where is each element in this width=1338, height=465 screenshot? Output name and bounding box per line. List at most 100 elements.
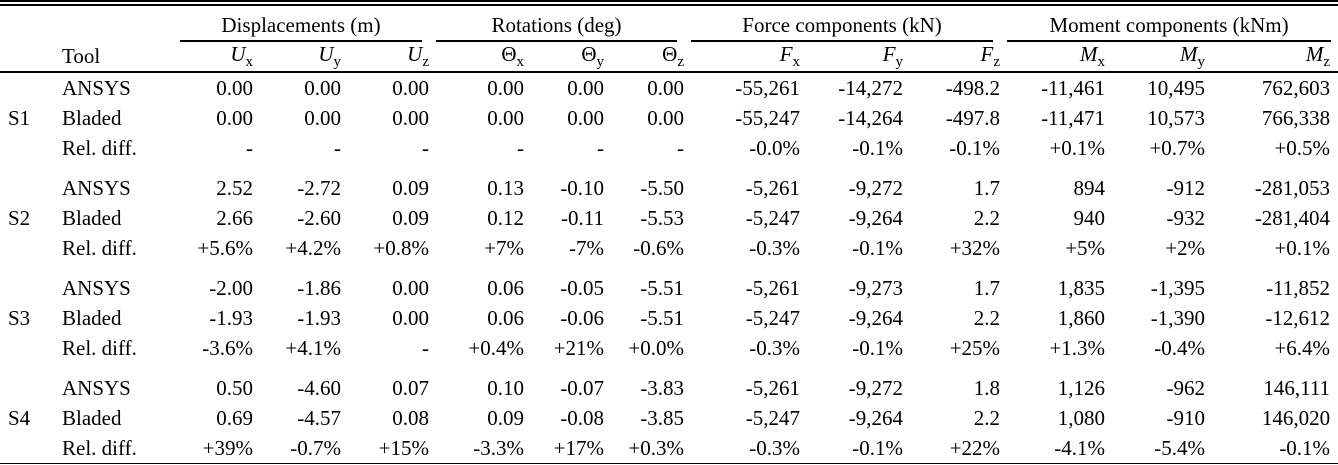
tool-cell: Bladed: [62, 105, 122, 130]
value-cell: 1.7: [973, 175, 1001, 200]
value-cell: -55,261: [735, 75, 801, 100]
value-cell: 0.08: [392, 405, 429, 430]
table-header: Displacements (m) Rotations (deg) Force …: [0, 5, 1338, 74]
value-cell: -: [517, 135, 524, 160]
value-cell: -0.10: [560, 175, 604, 200]
value-cell: -0.3%: [749, 435, 801, 460]
value-cell: 766,338: [1261, 105, 1331, 130]
value-cell: 1,080: [1057, 405, 1106, 430]
value-cell: -0.1%: [949, 135, 1001, 160]
value-cell: +0.1%: [1049, 135, 1106, 160]
tool-cell: Rel. diff.: [62, 335, 137, 360]
value-cell: -1,395: [1150, 275, 1206, 300]
value-cell: -1,390: [1150, 305, 1206, 330]
value-cell: +0.8%: [373, 235, 429, 260]
value-cell: -: [246, 135, 253, 160]
value-cell: -962: [1166, 375, 1206, 400]
value-cell: -0.11: [561, 205, 604, 230]
tool-cell: Bladed: [62, 205, 122, 230]
value-cell: -1.86: [297, 275, 341, 300]
value-cell: -5,247: [745, 405, 801, 430]
value-cell: +21%: [553, 335, 604, 360]
value-cell: 0.00: [567, 75, 604, 100]
value-cell: -4.60: [297, 375, 341, 400]
table-row-s2-bladed: Bladed 2.66 -2.60 0.09 0.12 -0.11 -5.53 -5,247 -…: [0, 203, 1338, 233]
value-cell: 0.09: [487, 405, 524, 430]
group-header-moments-cell: Moment components (kNm): [1000, 5, 1338, 42]
value-cell: +0.3%: [628, 435, 685, 460]
value-cell: -0.6%: [633, 235, 685, 260]
value-cell: 0.00: [647, 75, 685, 100]
value-cell: +4.2%: [285, 235, 341, 260]
column-header-uz: Uz: [341, 42, 429, 74]
value-cell: 2.66: [216, 205, 253, 230]
section-label-s1: S1: [8, 105, 31, 130]
value-cell: -5,247: [745, 305, 801, 330]
group-header-forces: Force components (kN): [691, 11, 994, 42]
value-cell: -0.08: [560, 405, 604, 430]
value-cell: -0.1%: [1279, 435, 1331, 460]
value-cell: 1,835: [1057, 275, 1106, 300]
value-cell: 0.00: [487, 75, 524, 100]
section-label-s4: S4: [8, 405, 31, 430]
tool-comparison-table: Displacements (m) Rotations (deg) Force …: [0, 4, 1338, 465]
value-cell: -4.1%: [1054, 435, 1106, 460]
column-header-theta-z: Θz: [604, 42, 685, 74]
value-cell: +39%: [202, 435, 253, 460]
value-cell: -1.93: [297, 305, 341, 330]
value-cell: -0.07: [560, 375, 604, 400]
value-cell: -2.00: [209, 275, 253, 300]
value-cell: +0.0%: [628, 335, 685, 360]
value-cell: -14,264: [838, 105, 904, 130]
value-cell: -11,852: [1266, 275, 1331, 300]
value-cell: +1.3%: [1049, 335, 1106, 360]
value-cell: 10,495: [1147, 75, 1206, 100]
value-cell: -0.4%: [1154, 335, 1206, 360]
tool-cell: Rel. diff.: [62, 235, 137, 260]
tool-cell: Rel. diff.: [62, 135, 137, 160]
value-cell: -0.1%: [852, 135, 904, 160]
value-cell: +0.4%: [468, 335, 524, 360]
value-cell: +25%: [949, 335, 1001, 360]
value-cell: -5.4%: [1154, 435, 1206, 460]
value-cell: +4.1%: [285, 335, 341, 360]
value-cell: -0.7%: [290, 435, 341, 460]
value-cell: -3.3%: [473, 435, 524, 460]
value-cell: +7%: [484, 235, 524, 260]
value-cell: 0.06: [487, 275, 524, 300]
value-cell: +0.5%: [1274, 135, 1331, 160]
value-cell: +5.6%: [197, 235, 253, 260]
value-cell: -5,261: [745, 375, 801, 400]
value-cell: 0.00: [647, 105, 685, 130]
table-row-s2-ansys: S2 ANSYS 2.52 -2.72 0.09 0.13 -0.10 -5.50 -5,261…: [0, 173, 1338, 230]
section-spacer: [0, 363, 1338, 373]
column-header-theta-x: Θx: [429, 42, 524, 74]
value-cell: +15%: [378, 435, 429, 460]
value-cell: -9,264: [848, 405, 904, 430]
value-cell: -5.50: [640, 175, 685, 200]
value-cell: -912: [1166, 175, 1206, 200]
value-cell: -497.8: [945, 105, 1001, 130]
value-cell: -0.1%: [852, 435, 904, 460]
value-cell: 0.06: [487, 305, 524, 330]
value-cell: -14,272: [838, 75, 904, 100]
value-cell: 1,126: [1057, 375, 1106, 400]
value-cell: +5%: [1065, 235, 1106, 260]
blank-section-header-cell: [0, 42, 55, 74]
column-header-fx: Fx: [684, 42, 801, 74]
value-cell: 0.69: [216, 405, 253, 430]
value-cell: 0.00: [392, 105, 429, 130]
value-cell: 2.2: [973, 205, 1001, 230]
value-cell: 0.50: [216, 375, 253, 400]
value-cell: -2.60: [297, 205, 341, 230]
column-header-mx: Mx: [1000, 42, 1106, 74]
value-cell: 1,860: [1057, 305, 1106, 330]
value-cell: 0.07: [392, 375, 429, 400]
value-cell: -0.3%: [749, 235, 801, 260]
table-row-s1-bladed: Bladed 0.00 0.00 0.00 0.00 0.00 0.00 -55,247 -14…: [0, 103, 1338, 133]
value-cell: 0.00: [304, 75, 341, 100]
group-header-rotations-cell: Rotations (deg): [429, 5, 684, 42]
value-cell: 0.00: [216, 105, 253, 130]
table-row-s1-rel-diff: Rel. diff. - - - - - - -0.0% -0.1% -0.1% +0.1% +0.7…: [0, 133, 1338, 163]
